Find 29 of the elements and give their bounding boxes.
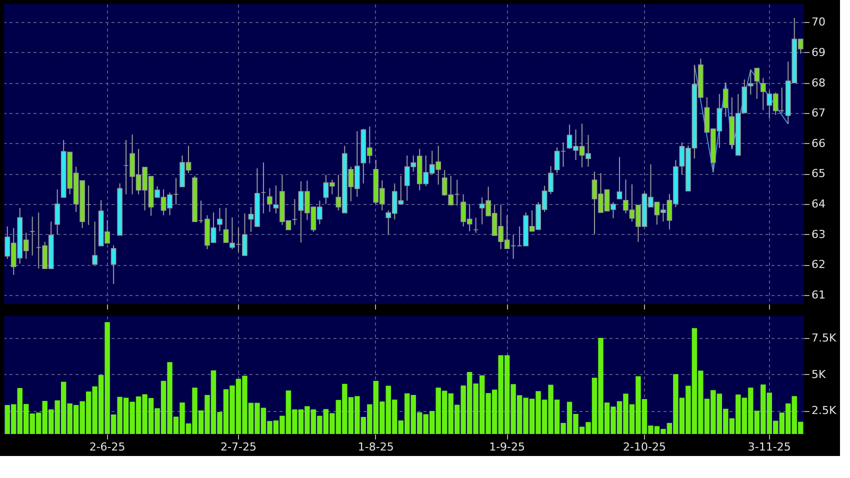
candlestick	[217, 207, 222, 232]
y-tick-label: 69	[812, 46, 826, 59]
x-tick-label: 1-8-25	[358, 440, 394, 454]
y-tick-label: 63	[812, 228, 826, 241]
y-tick-label: 7.5K	[812, 331, 837, 344]
x-tick-label: 3-11-25	[748, 440, 791, 454]
y-tick-label: 67	[812, 106, 826, 120]
x-tick-label: 2-10-25	[623, 440, 666, 454]
y-tick-label: 70	[812, 16, 826, 29]
candlestick	[748, 69, 754, 96]
y-tick-label: 66	[812, 136, 826, 150]
x-tick-label: 1-9-25	[489, 440, 526, 454]
candlestick	[54, 188, 60, 236]
candlestick	[754, 68, 760, 100]
candlestick	[110, 244, 116, 284]
y-tick-label: 2.5K	[812, 404, 837, 418]
y-tick-label: 62	[812, 258, 826, 272]
candlestick	[267, 188, 272, 212]
y-tick-label: 65	[812, 167, 826, 180]
candlestick	[92, 221, 98, 265]
candlestick	[616, 156, 622, 200]
x-tick-label: 2-6-25	[89, 440, 126, 454]
y-tick-label: 5K	[812, 368, 826, 381]
candlestick	[760, 77, 766, 111]
y-tick-label: 68	[812, 76, 826, 90]
x-tick-label: 2-7-25	[220, 440, 256, 454]
candlestick	[723, 82, 728, 118]
y-tick-label: 61	[812, 288, 826, 302]
y-tick-label: 64	[812, 198, 826, 210]
